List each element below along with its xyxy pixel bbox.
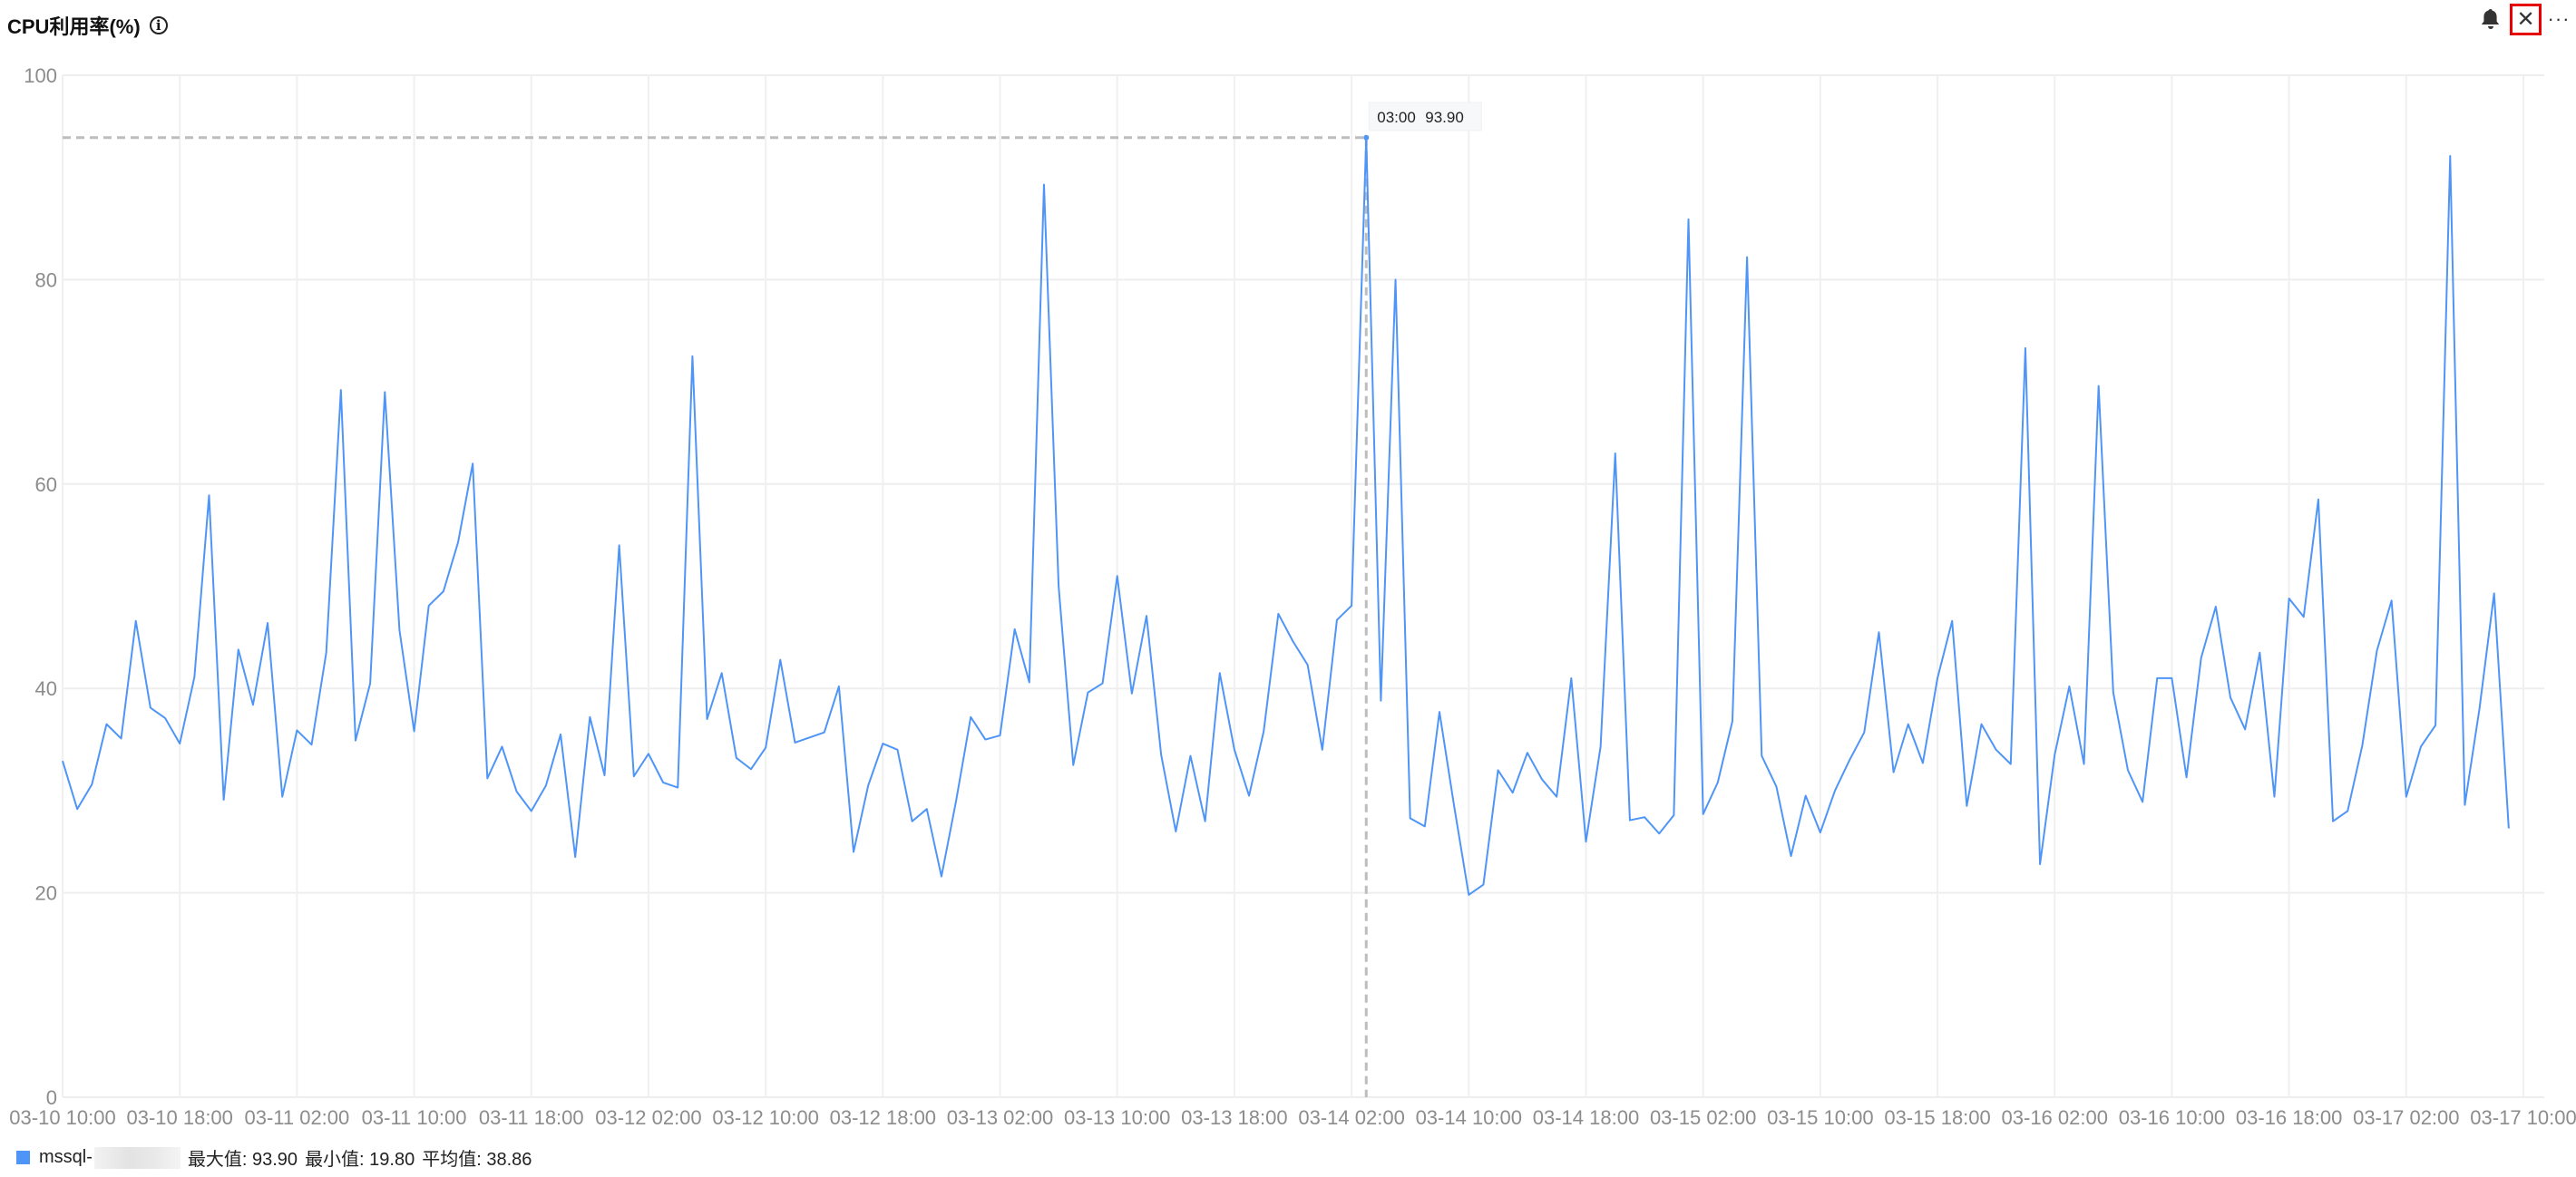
- x-tick-label: 03-10 18:00: [126, 1106, 232, 1129]
- y-tick-label: 40: [35, 677, 57, 700]
- more-icon[interactable]: ···: [2547, 7, 2571, 30]
- x-tick-label: 03-17 10:00: [2470, 1106, 2576, 1129]
- series-line: [62, 136, 2510, 896]
- chart-title: CPU利用率(%): [7, 15, 141, 38]
- chart-title-bar: CPU利用率(%) i: [7, 11, 168, 40]
- x-tick-label: 03-12 02:00: [595, 1106, 701, 1129]
- x-tick-label: 03-13 10:00: [1064, 1106, 1170, 1129]
- y-tick-label: 20: [35, 882, 57, 905]
- data-point: [1363, 134, 1370, 141]
- legend-avg: 平均值: 38.86: [422, 1150, 532, 1170]
- x-tick-label: 03-12 10:00: [712, 1106, 818, 1129]
- legend-max: 最大值: 93.90: [187, 1150, 298, 1170]
- x-tick-label: 03-15 10:00: [1767, 1106, 1873, 1129]
- x-tick-label: 03-17 02:00: [2353, 1106, 2459, 1129]
- chart-toolbar: ✕ ···: [2475, 3, 2576, 35]
- x-tick-label: 03-14 10:00: [1416, 1106, 1522, 1129]
- x-tick-label: 03-14 18:00: [1533, 1106, 1639, 1129]
- close-icon[interactable]: ✕: [2510, 3, 2542, 35]
- legend-series-name[interactable]: mssql-: [39, 1147, 93, 1167]
- x-tick-label: 03-16 02:00: [2002, 1106, 2108, 1129]
- tooltip-box: [1368, 102, 1482, 131]
- tooltip-time: 03:00: [1377, 109, 1416, 126]
- tooltip: 03:00 93.90: [1368, 102, 1482, 131]
- y-tick-label: 100: [24, 64, 57, 87]
- tooltip-value: 93.90: [1425, 109, 1464, 126]
- legend: mssql- 最大值: 93.90 最小值: 19.80 平均值: 38.86: [16, 1144, 539, 1171]
- x-tick-label: 03-11 02:00: [244, 1106, 349, 1129]
- x-tick-label: 03-11 18:00: [479, 1106, 584, 1129]
- x-tick-label: 03-12 18:00: [830, 1106, 936, 1129]
- x-tick-label: 03-10 10:00: [9, 1106, 115, 1129]
- bell-icon[interactable]: [2475, 4, 2506, 34]
- legend-swatch[interactable]: [16, 1151, 30, 1164]
- y-tick-label: 0: [46, 1086, 57, 1109]
- y-tick-label: 80: [35, 268, 57, 291]
- cpu-line-chart[interactable]: 0 20 40 60 80 100 03-10 10:00 03-10 18:00 03-11 …: [0, 0, 2576, 1133]
- info-icon[interactable]: i: [149, 16, 168, 34]
- legend-min: 最小值: 19.80: [305, 1150, 415, 1170]
- x-tick-label: 03-16 10:00: [2119, 1106, 2225, 1129]
- x-tick-label: 03-16 18:00: [2236, 1106, 2342, 1129]
- redacted-name: [93, 1146, 181, 1169]
- x-tick-label: 03-11 10:00: [362, 1106, 467, 1129]
- y-tick-label: 60: [35, 473, 57, 496]
- x-tick-label: 03-15 02:00: [1650, 1106, 1756, 1129]
- x-tick-label: 03-13 02:00: [947, 1106, 1053, 1129]
- x-tick-label: 03-15 18:00: [1884, 1106, 1990, 1129]
- x-tick-label: 03-14 02:00: [1298, 1106, 1404, 1129]
- x-tick-label: 03-13 18:00: [1181, 1106, 1287, 1129]
